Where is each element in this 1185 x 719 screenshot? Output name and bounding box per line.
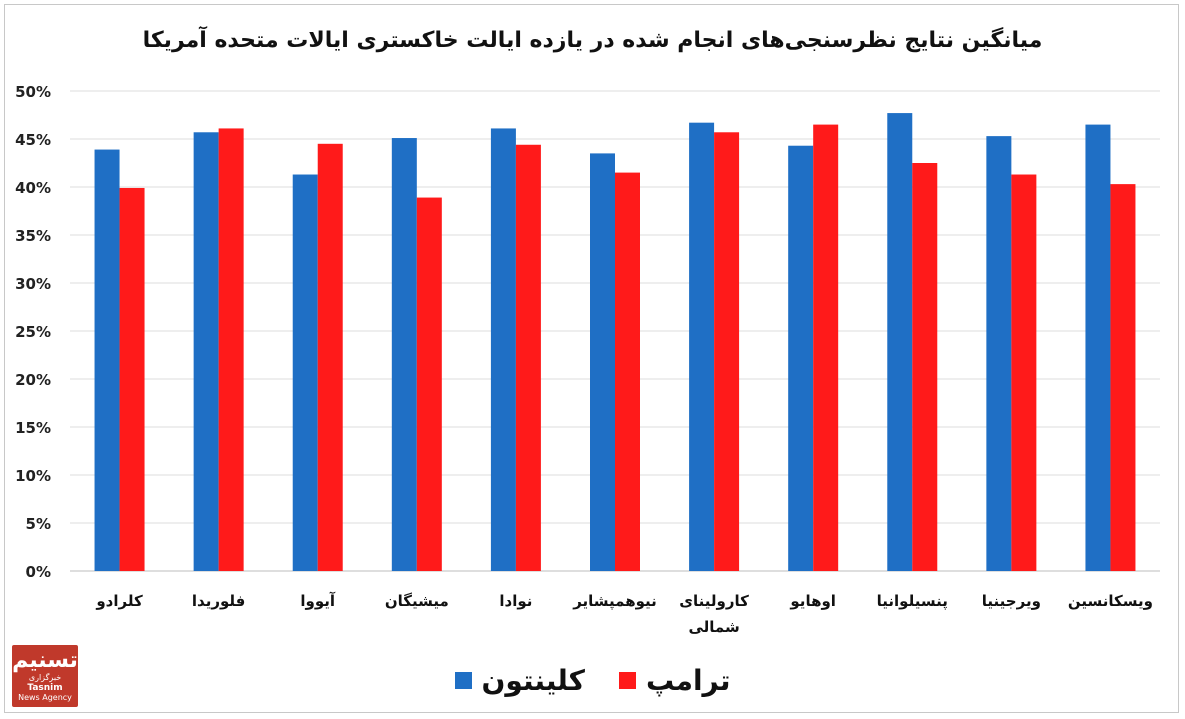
y-axis-ticks: 0% 5% 10% 15% 20% 25% 30% 35% 40% 45% 50% [15,83,51,581]
bar-trump [119,187,145,571]
x-tick-label: کارولینای شمالی [679,592,749,636]
x-tick-label: اوهایو [789,592,836,610]
bar-clinton [788,145,814,571]
bar-clinton [689,122,715,572]
x-tick-label: ویرجینیا [982,592,1041,610]
y-tick-label: 35% [15,227,51,245]
y-tick-label: 15% [15,419,51,437]
legend-swatch-clinton [454,672,472,689]
x-tick-label: پنسیلوانیا [877,592,948,611]
x-tick-label: نیوهمپشایر [572,592,657,611]
y-tick-label: 45% [15,131,51,149]
legend-label-trump: ترامپ [645,664,731,697]
bar-trump [317,143,343,572]
x-axis-ticks: کلرادو فلوریدا آیووا میشیگان نوادا نیوهمپشایر… [95,592,1153,636]
bar-clinton [887,113,913,571]
bar-clinton [986,136,1012,571]
bar-clinton [94,149,120,571]
y-tick-label: 5% [26,515,51,533]
x-tick-label: میشیگان [385,592,449,610]
legend-label-clinton: کلینتون [481,664,585,697]
bar-trump [714,132,740,571]
bar-trump [615,172,640,571]
x-tick-label: فلوریدا [192,592,245,610]
y-tick-label: 10% [15,467,51,485]
bar-clinton [193,132,219,571]
bar-trump [218,128,244,571]
bar-trump [1011,174,1037,571]
bar-clinton [391,138,417,572]
bar-trump [1110,184,1136,571]
logo-mark: تسنیم [12,648,78,673]
y-tick-label: 40% [15,179,51,197]
bar-clinton [1085,124,1111,571]
bar-trump [912,163,938,571]
tasnim-logo: تسنیم خبرگزاری Tasnim News Agency [12,645,78,707]
legend-swatch-trump [618,672,636,689]
bar-clinton [490,128,516,571]
bar-trump [416,197,442,571]
bar-trump [813,124,839,571]
bar-clinton [590,153,615,571]
legend-item-trump: ترامپ [618,664,731,697]
y-tick-label: 20% [15,371,51,389]
x-tick-label: نوادا [499,592,532,610]
x-tick-label: آیووا [300,592,336,610]
chart-title: میانگین نتایج نظرسنجی‌های انجام شده در ی… [142,28,1043,53]
bar-clinton [292,174,318,571]
x-tick-label: کلرادو [95,592,143,610]
logo-sub-en: News Agency [18,693,72,702]
logo-sub-fa: خبرگزاری [28,673,62,682]
bar-trump [515,144,541,571]
y-tick-label: 25% [15,323,51,341]
legend-item-clinton: کلینتون [454,664,585,697]
x-tick-label: ویسکانسین [1068,592,1153,610]
bars [94,113,1136,572]
y-tick-label: 30% [15,275,51,293]
y-tick-label: 50% [15,83,51,101]
logo-name-en: Tasnim [27,683,63,693]
y-tick-label: 0% [26,563,51,581]
legend: کلینتون ترامپ [0,664,1185,697]
